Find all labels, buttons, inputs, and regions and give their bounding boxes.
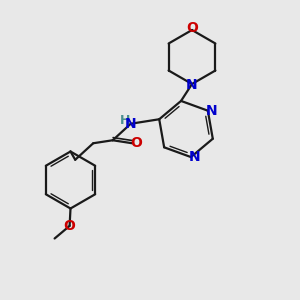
Text: N: N <box>189 150 200 164</box>
Text: H: H <box>119 114 130 127</box>
Text: N: N <box>206 104 217 118</box>
Text: O: O <box>130 136 142 150</box>
Text: O: O <box>186 22 198 35</box>
Text: O: O <box>64 219 76 233</box>
Text: N: N <box>186 79 198 92</box>
Text: N: N <box>125 117 136 131</box>
